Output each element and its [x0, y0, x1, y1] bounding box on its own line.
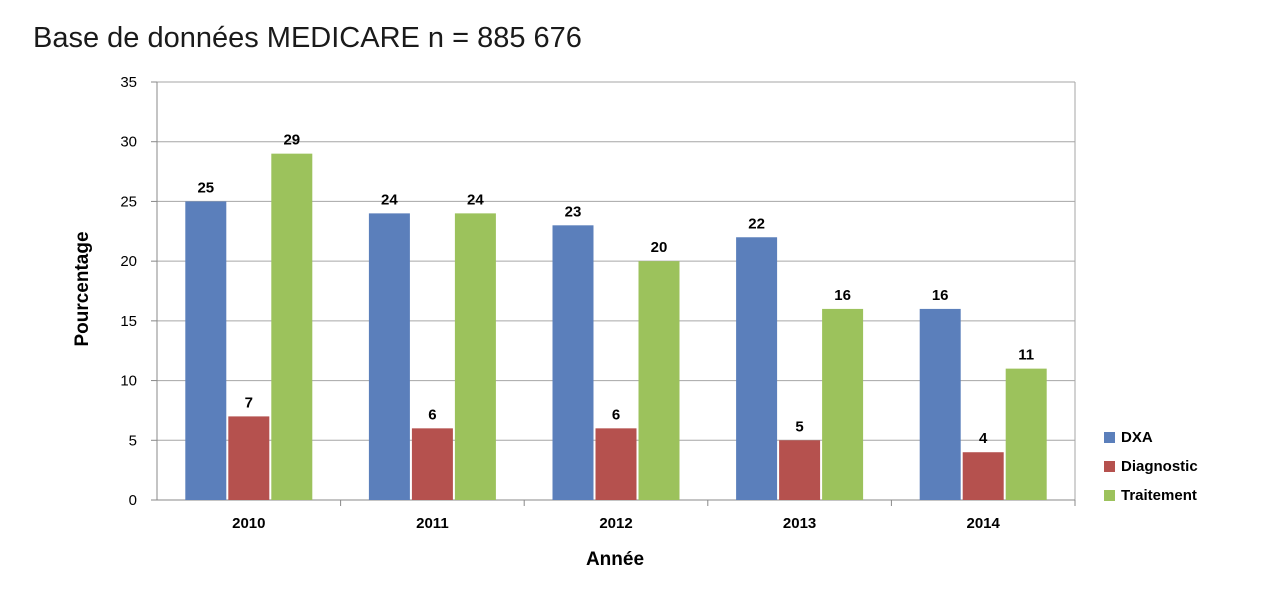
chart-title: Base de données MEDICARE n = 885 676 — [33, 22, 582, 54]
data-label: 6 — [612, 406, 620, 423]
data-label: 25 — [197, 179, 214, 196]
bar-dxa-2010 — [185, 201, 227, 500]
y-axis-label: Pourcentage — [72, 231, 93, 346]
data-label: 7 — [245, 394, 253, 411]
bar-traitement-2011 — [454, 213, 496, 500]
bar-dxa-2011 — [368, 213, 410, 500]
data-label: 5 — [795, 418, 803, 435]
y-tick-label: 5 — [129, 432, 137, 449]
data-label: 4 — [979, 430, 988, 447]
data-label: 20 — [651, 239, 668, 256]
bar-dxa-2013 — [736, 237, 778, 500]
bar-traitement-2013 — [822, 308, 864, 500]
bar-diagnostic-2011 — [411, 428, 453, 500]
data-label: 24 — [381, 191, 398, 208]
legend-label-traitement: Traitement — [1121, 487, 1197, 504]
bar-diagnostic-2013 — [779, 440, 821, 500]
legend-swatch-traitement — [1104, 490, 1115, 501]
data-label: 11 — [1018, 347, 1034, 364]
data-label: 22 — [748, 215, 765, 232]
bar-traitement-2010 — [271, 153, 313, 500]
y-tick-label: 25 — [120, 193, 137, 210]
legend-label-dxa: DXA — [1121, 429, 1153, 446]
data-labels: 25 7 29 24 6 24 23 6 20 22 5 16 16 4 11 — [197, 132, 1034, 448]
legend-label-diagnostic: Diagnostic — [1121, 458, 1198, 475]
y-tick-label: 15 — [120, 313, 137, 330]
bar-diagnostic-2012 — [595, 428, 637, 500]
x-axis-label: Année — [586, 549, 644, 570]
bar-dxa-2012 — [552, 225, 594, 501]
legend-swatch-dxa — [1104, 432, 1115, 443]
bar-dxa-2014 — [919, 308, 961, 500]
data-label: 16 — [834, 287, 851, 304]
bar-diagnostic-2014 — [962, 452, 1004, 500]
data-label: 16 — [932, 287, 949, 304]
x-tick-label: 2013 — [783, 515, 816, 532]
data-label: 24 — [467, 191, 484, 208]
bar-diagnostic-2010 — [228, 416, 270, 500]
bar-traitement-2014 — [1005, 368, 1047, 500]
x-tick-label: 2012 — [599, 515, 632, 532]
y-tick-label: 10 — [120, 373, 137, 390]
data-label: 6 — [428, 406, 436, 423]
y-tick-label: 0 — [129, 492, 137, 509]
y-tick-label: 20 — [120, 253, 137, 270]
x-tick-label: 2011 — [416, 515, 449, 532]
y-tick-label: 30 — [120, 134, 137, 151]
x-tick-label: 2014 — [967, 515, 1001, 532]
legend-swatch-diagnostic — [1104, 461, 1115, 472]
legend: DXA Diagnostic Traitement — [1104, 429, 1198, 504]
bars — [185, 153, 1047, 501]
data-label: 23 — [565, 203, 582, 220]
x-tick-label: 2010 — [232, 515, 265, 532]
data-label: 29 — [283, 132, 300, 149]
y-tick-label: 35 — [120, 74, 137, 91]
bar-traitement-2012 — [638, 261, 680, 500]
